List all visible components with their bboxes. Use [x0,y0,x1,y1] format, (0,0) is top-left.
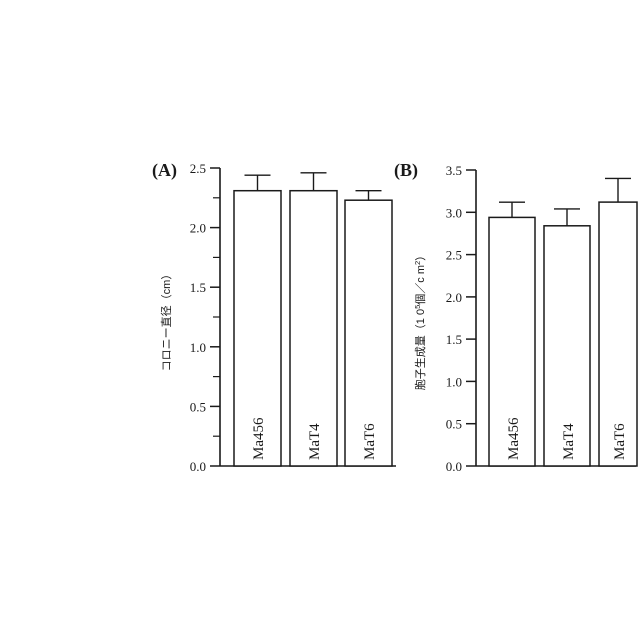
panel-b-y-ticks [466,169,476,467]
panel-b-y-axis-title-unit-rest: 個／c m [414,265,427,305]
panel-b-ytick-0: 0.0 [446,459,462,474]
panel-a-category-labels: Ma456 MaT4 MaT6 [251,417,378,460]
panel-a-ytick-5: 2.5 [190,161,206,176]
panel-b-ytick-3: 1.5 [446,332,462,347]
bar-a-1[interactable] [233,189,282,467]
panel-a-ytick-3: 1.5 [190,280,206,295]
panel-a-plot: (A) 0.0 0.5 1.0 [152,160,396,474]
panel-b-y-axis-title-exponent2: 2 [413,261,422,265]
panel-a-y-axis-title: コロニー直径（cm） [159,269,173,372]
panel-b-y-axis-title-unit-open: （1 0 [414,309,427,335]
bar-b-2[interactable] [543,225,591,467]
bar-label-b-2: MaT4 [561,423,577,460]
panel-b-ytick-7: 3.5 [446,163,462,178]
panel-b: (B) 0.0 0.5 1.0 1.5 2.0 [388,150,640,490]
panel-a-ytick-4: 2.0 [190,221,206,236]
panel-a-ytick-1: 0.5 [190,399,206,414]
panel-a-bars [233,189,393,467]
bar-label-a-2: MaT4 [307,423,323,460]
panel-a-letter: (A) [152,160,177,181]
panel-b-error-bars [499,177,631,226]
panel-b-y-axis-title-unit-close: ） [414,250,427,261]
panel-b-ytick-1: 0.5 [446,417,462,432]
panel-b-y-tick-labels: 0.0 0.5 1.0 1.5 2.0 2.5 3.0 3.5 [446,163,462,474]
panel-b-y-axis-title-exponent: 5 [413,305,422,309]
bar-b-3[interactable] [598,201,638,467]
panel-b-category-labels: Ma456 MaT4 MaT6 [506,417,628,460]
panel-a-y-axis-title-main: コロニー直径 [159,305,173,371]
panel-b-y-axis-title: 胞子生成量（1 05個／c m2） [413,250,427,390]
panel-a-ytick-2: 1.0 [190,340,206,355]
panel-b-ytick-4: 2.0 [446,290,462,305]
bar-label-b-1: Ma456 [506,417,522,460]
bar-b-1[interactable] [488,216,536,467]
panel-a-y-ticks [210,167,220,467]
panel-b-ytick-6: 3.0 [446,205,462,220]
panel-a-y-tick-labels: 0.0 0.5 1.0 1.5 2.0 2.5 [190,161,206,474]
bar-label-a-3: MaT6 [362,423,378,460]
panel-a-ytick-0: 0.0 [190,459,206,474]
bar-a-3[interactable] [344,199,393,467]
panel-b-plot: (B) 0.0 0.5 1.0 1.5 2.0 [394,160,638,474]
svg-text:コロニー直径（cm）: コロニー直径（cm） [159,269,173,372]
bar-label-b-3: MaT6 [612,423,628,460]
panel-a-y-axis-title-unit: （cm） [160,269,173,306]
panel-b-ytick-5: 2.5 [446,248,462,263]
panel-b-bars [488,201,638,467]
bar-a-2[interactable] [289,189,338,467]
panel-b-letter: (B) [394,160,418,181]
panel-a: (A) 0.0 0.5 1.0 [140,150,400,490]
panel-b-y-axis-title-main: 胞子生成量 [413,335,427,390]
bar-label-a-1: Ma456 [251,417,267,460]
panel-a-error-bars [244,172,382,201]
panel-b-ytick-2: 1.0 [446,374,462,389]
svg-text:胞子生成量（1 05個／c m2）: 胞子生成量（1 05個／c m2） [413,250,427,390]
